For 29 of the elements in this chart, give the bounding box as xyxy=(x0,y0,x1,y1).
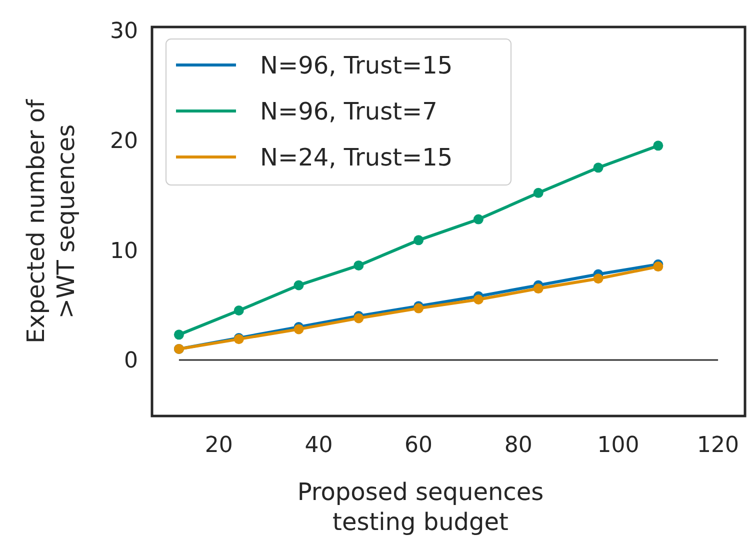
legend-label: N=96, Trust=15 xyxy=(260,51,453,80)
point xyxy=(473,214,484,224)
point xyxy=(174,330,184,340)
point xyxy=(294,324,304,334)
point xyxy=(593,274,604,284)
x-tick-label: 40 xyxy=(304,433,333,458)
x-tick-label: 120 xyxy=(697,433,740,458)
point xyxy=(593,162,604,173)
y-axis-title: Expected number of >WT sequences xyxy=(22,98,80,344)
legend-label: N=96, Trust=7 xyxy=(260,97,438,126)
x-axis-title: Proposed sequences testing budget xyxy=(297,478,544,536)
point xyxy=(653,262,664,272)
x-tick-label: 20 xyxy=(204,433,233,458)
y-tick-label: 20 xyxy=(110,128,138,154)
point xyxy=(294,280,304,290)
point xyxy=(414,235,424,246)
y-tick-label: 10 xyxy=(110,238,138,264)
point xyxy=(653,140,664,151)
point xyxy=(234,306,244,316)
point xyxy=(354,260,364,270)
y-tick-label: 0 xyxy=(124,348,138,374)
y-tick-label: 30 xyxy=(110,18,138,44)
point xyxy=(533,188,544,198)
x-tick-label: 60 xyxy=(404,433,433,458)
point xyxy=(473,294,484,305)
x-tick-label: 100 xyxy=(597,433,640,458)
legend-label: N=24, Trust=15 xyxy=(260,143,453,172)
point xyxy=(533,284,544,294)
x-tick-label: 80 xyxy=(504,433,532,458)
